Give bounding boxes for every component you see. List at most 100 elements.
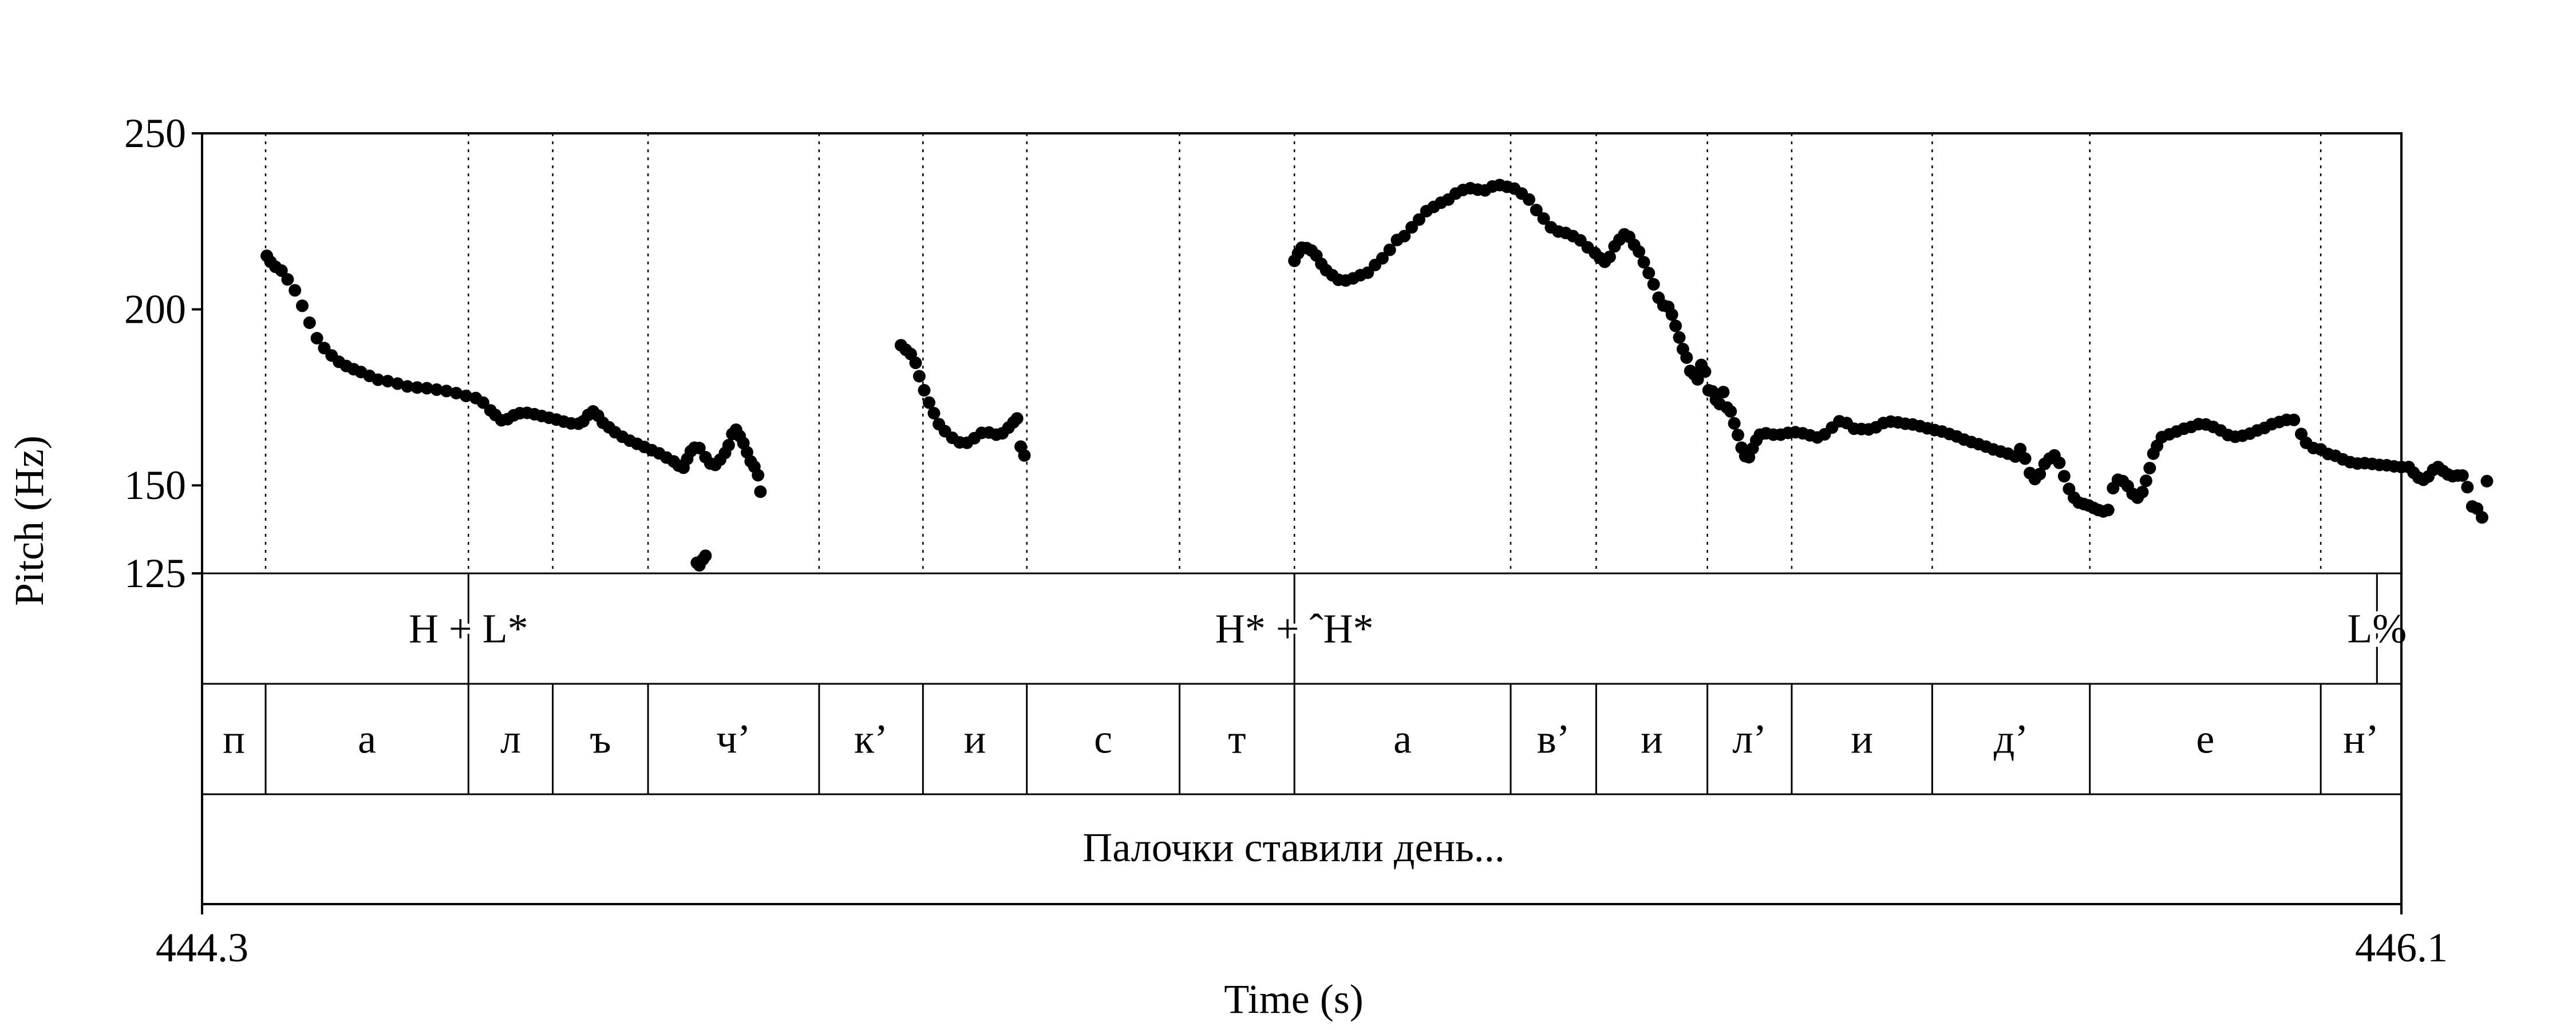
pitch-point xyxy=(296,299,309,312)
pitch-point xyxy=(912,370,926,383)
pitch-point xyxy=(2057,470,2071,483)
x-axis-label: Time (s) xyxy=(1224,976,1363,1022)
pitch-point xyxy=(1537,212,1550,225)
pitch-point xyxy=(289,284,302,297)
pitch-point xyxy=(1633,245,1646,258)
pitch-point xyxy=(699,549,712,562)
pitch-point xyxy=(2136,485,2149,498)
pitch-point xyxy=(1530,204,1543,217)
pitch-point xyxy=(2287,413,2301,426)
pitch-point xyxy=(1669,319,1682,332)
pitch-point xyxy=(1665,308,1678,321)
pitch-point xyxy=(1673,331,1686,344)
segment-label: л’ xyxy=(1732,716,1767,762)
segment-label: е xyxy=(2196,716,2214,762)
pitch-point xyxy=(420,382,433,395)
y-tick-label: 200 xyxy=(124,287,186,332)
pitch-points xyxy=(260,179,2494,572)
segment-boundary-guides xyxy=(264,133,2322,573)
pitch-point xyxy=(460,389,472,402)
pitch-point xyxy=(2480,474,2494,488)
y-tick-label: 150 xyxy=(124,462,186,508)
pitch-point xyxy=(1717,386,1730,399)
pitch-point xyxy=(430,383,443,396)
segment-label: и xyxy=(964,716,986,762)
figure-frame xyxy=(201,132,2403,905)
pitch-point xyxy=(752,469,765,482)
pitch-point xyxy=(391,377,404,390)
y-ticks: 125 150 200 250 xyxy=(124,110,202,596)
pitch-point xyxy=(1018,449,1031,462)
pitch-point xyxy=(1376,252,1389,265)
segment-label: с xyxy=(1094,716,1112,762)
y-axis-label: Pitch (Hz) xyxy=(6,435,52,606)
pitch-point xyxy=(927,407,941,420)
tone-label: L% xyxy=(2347,606,2407,652)
pitch-point xyxy=(2018,452,2032,465)
pitch-point xyxy=(275,264,288,277)
pitch-point xyxy=(918,384,931,397)
pitch-point xyxy=(372,373,385,386)
x-tick-label: 444.3 xyxy=(156,925,248,970)
pitch-point xyxy=(1603,250,1616,263)
pitch-point xyxy=(1698,365,1712,378)
pitch-point xyxy=(2101,504,2115,517)
pitch-point xyxy=(2033,468,2046,481)
segment-label: и xyxy=(1851,716,1873,762)
pitch-point xyxy=(1680,351,1693,364)
pitch-point xyxy=(440,385,453,398)
tone-label: H + L* xyxy=(409,606,528,652)
segment-label: и xyxy=(1641,716,1663,762)
pitch-point xyxy=(401,380,414,393)
pitch-point xyxy=(1523,193,1535,206)
x-tick-label: 446.1 xyxy=(2355,925,2448,970)
segment-label: а xyxy=(1393,716,1412,762)
pitch-point xyxy=(2143,462,2156,475)
pitch-point xyxy=(303,316,316,329)
pitch-point xyxy=(722,439,735,452)
pitch-point xyxy=(1642,267,1656,280)
x-ticks: 444.3 446.1 xyxy=(156,904,2448,970)
segment-tier: п а л ъ ч’ к’ и с т а в’ и л’ и д’ е н’ xyxy=(223,684,2379,794)
segment-label: а xyxy=(358,716,376,762)
pitch-point xyxy=(281,273,294,286)
segment-label: т xyxy=(1228,716,1246,762)
outer-frame xyxy=(201,132,2403,905)
segment-label: ъ xyxy=(590,716,611,762)
segment-label: п xyxy=(223,716,245,762)
pitch-point xyxy=(1412,213,1425,226)
pitch-point xyxy=(410,381,424,394)
pitch-point xyxy=(909,356,922,370)
pitch-point xyxy=(450,387,463,399)
tone-label: H* + ˆH* xyxy=(1215,606,1374,652)
pitch-point xyxy=(1732,429,1744,442)
pitch-point xyxy=(923,396,935,409)
y-tick-label: 125 xyxy=(124,550,186,596)
pitch-point xyxy=(2053,456,2066,469)
pitch-point xyxy=(1010,412,1024,425)
segment-label: н’ xyxy=(2343,716,2379,762)
pitch-point xyxy=(693,442,706,454)
segment-label: в’ xyxy=(1537,716,1570,762)
pitch-point xyxy=(1724,405,1737,418)
pitch-point xyxy=(1647,278,1660,291)
pitch-point xyxy=(381,375,394,388)
segment-label: д’ xyxy=(1994,716,2029,762)
segment-label: ч’ xyxy=(716,716,750,762)
sentence-tier: Палочки ставили день... xyxy=(1082,825,1505,870)
segment-label: к’ xyxy=(854,716,888,762)
pitch-point xyxy=(1637,256,1650,269)
pitch-point xyxy=(2139,474,2152,488)
sentence-label: Палочки ставили день... xyxy=(1082,825,1505,870)
pitch-point xyxy=(754,485,767,498)
y-tick-label: 250 xyxy=(124,110,186,156)
tone-tier: H + L* H* + ˆH* L% xyxy=(405,573,2411,684)
pitch-point xyxy=(2461,481,2474,494)
pitch-point xyxy=(2456,469,2469,482)
pitch-point xyxy=(310,332,323,344)
pitch-point xyxy=(1383,243,1396,256)
pitch-point xyxy=(1728,417,1741,430)
pitch-point xyxy=(2475,511,2488,524)
